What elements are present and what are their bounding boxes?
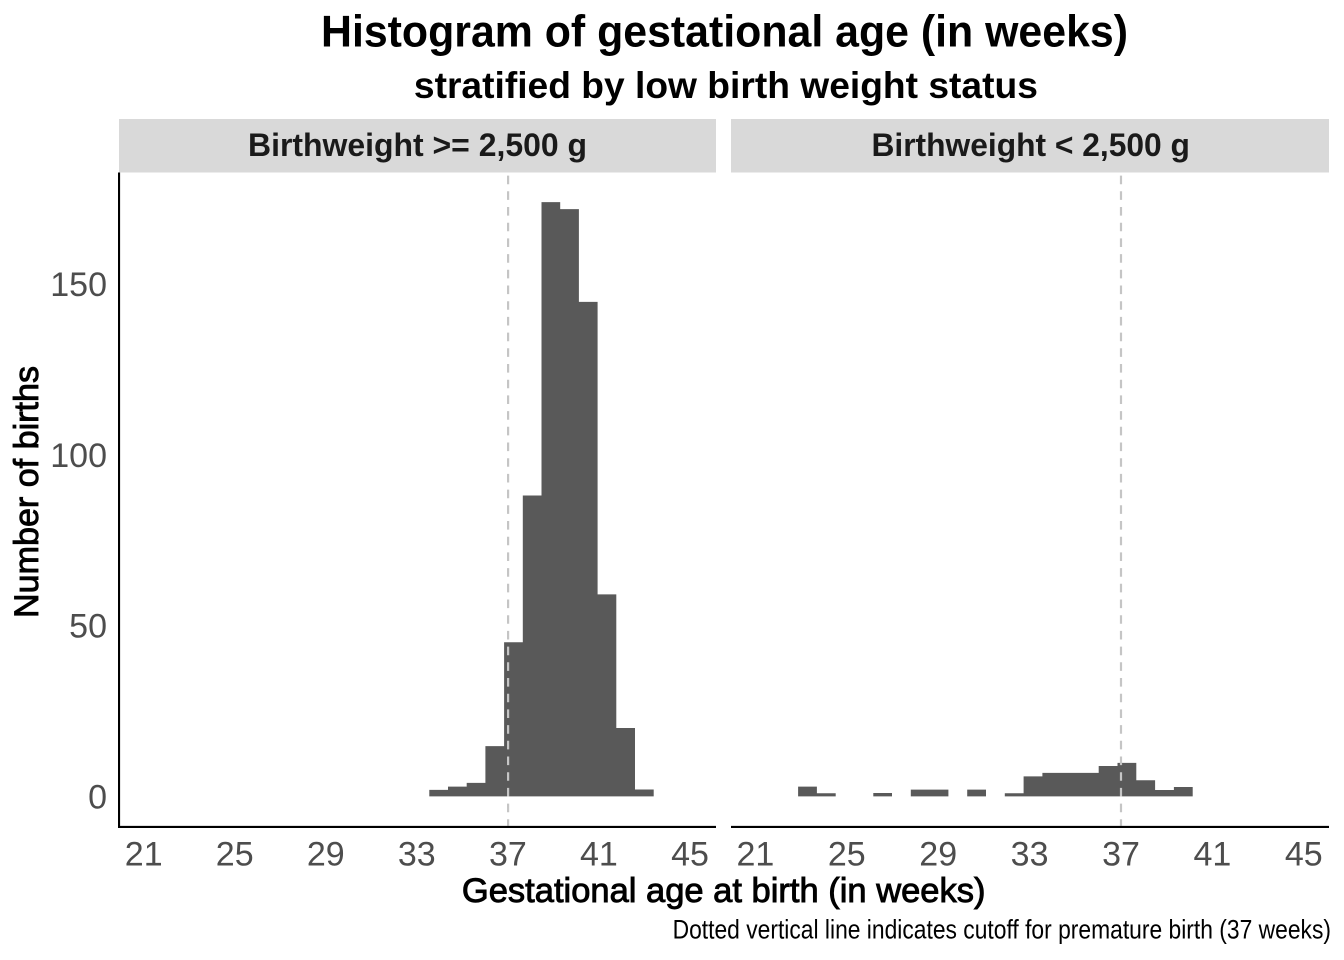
svg-text:21: 21 [125,836,163,874]
svg-text:Birthweight < 2,500 g: Birthweight < 2,500 g [871,127,1190,163]
svg-text:41: 41 [580,836,618,874]
svg-text:25: 25 [216,836,254,874]
svg-text:45: 45 [671,836,709,874]
svg-text:29: 29 [919,836,957,874]
svg-text:21: 21 [736,836,774,874]
svg-text:Number of births: Number of births [8,366,46,618]
svg-text:Histogram of gestational age (: Histogram of gestational age (in weeks) [321,8,1128,57]
svg-text:stratified by low birth weight: stratified by low birth weight status [414,65,1038,106]
svg-text:0: 0 [88,778,107,816]
svg-text:Dotted vertical line indicates: Dotted vertical line indicates cutoff fo… [673,914,1331,944]
svg-text:100: 100 [50,437,107,475]
svg-text:29: 29 [307,836,345,874]
svg-text:Birthweight >= 2,500 g: Birthweight >= 2,500 g [248,127,587,163]
svg-text:Gestational age at birth (in w: Gestational age at birth (in weeks) [462,872,986,910]
svg-text:25: 25 [828,836,866,874]
svg-text:150: 150 [50,266,107,304]
svg-text:41: 41 [1193,836,1231,874]
svg-text:37: 37 [489,836,527,874]
svg-text:45: 45 [1285,836,1323,874]
svg-text:37: 37 [1102,836,1140,874]
svg-text:33: 33 [398,836,436,874]
svg-text:33: 33 [1011,836,1049,874]
svg-text:50: 50 [69,608,107,646]
